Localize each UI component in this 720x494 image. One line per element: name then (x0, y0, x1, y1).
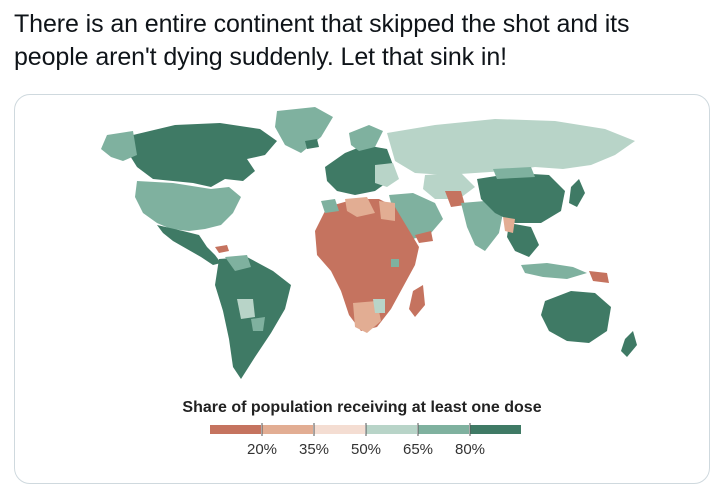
legend-title: Share of population receiving at least o… (182, 399, 542, 416)
legend-label-35: 35% (298, 441, 330, 458)
japan-region (569, 179, 585, 207)
media-card[interactable]: Share of population receiving at least o… (14, 94, 710, 484)
south-america-region (215, 257, 291, 379)
legend-segment-3 (314, 425, 365, 434)
caribbean-region (215, 245, 229, 253)
scandinavia-region (349, 125, 383, 151)
world-vaccination-map (101, 107, 637, 379)
myanmar-region (503, 217, 515, 233)
iceland-region (305, 139, 319, 149)
legend-segment-6 (470, 425, 521, 434)
legend-segment-1 (210, 425, 261, 434)
usa-region (135, 181, 241, 231)
legend-bar (210, 425, 522, 434)
legend-ticks (261, 423, 471, 436)
india-region (461, 201, 503, 251)
yemen-region (415, 231, 433, 243)
china-region (477, 173, 565, 223)
southeast-asia-region (507, 223, 539, 257)
russia-region (387, 119, 635, 175)
legend-label-50: 50% (350, 441, 382, 458)
alaska-region (101, 131, 137, 161)
legend-segment-5 (418, 425, 469, 434)
australia-region (541, 291, 611, 343)
botswana-region (373, 299, 385, 313)
legend-segment-4 (366, 425, 417, 434)
greenland-region (275, 107, 333, 153)
legend-label-20: 20% (246, 441, 278, 458)
rwanda-region (391, 259, 399, 267)
legend-segment-2 (262, 425, 313, 434)
mexico-region (157, 225, 221, 265)
morocco-region (321, 199, 339, 213)
legend-label-80: 80% (454, 441, 486, 458)
tweet-text: There is an entire continent that skippe… (14, 10, 630, 71)
madagascar-region (409, 285, 425, 317)
southern-africa-region (353, 301, 381, 333)
north-africa-region (345, 197, 375, 217)
bolivia-region (237, 299, 255, 319)
paraguay-region (251, 317, 265, 331)
egypt-region (379, 201, 395, 221)
central-asia-region (423, 173, 475, 199)
mongolia-region (493, 167, 535, 179)
africa-region (315, 199, 419, 331)
eastern-europe-region (375, 163, 399, 187)
indonesia-region (521, 263, 587, 279)
new-zealand-region (621, 331, 637, 357)
papua-region (589, 271, 609, 283)
afghanistan-region (445, 191, 465, 207)
legend-labels: 20% 35% 50% 65% 80% (15, 441, 709, 461)
venezuela-region (225, 255, 251, 271)
legend-label-65: 65% (402, 441, 434, 458)
canada-region (127, 123, 277, 187)
